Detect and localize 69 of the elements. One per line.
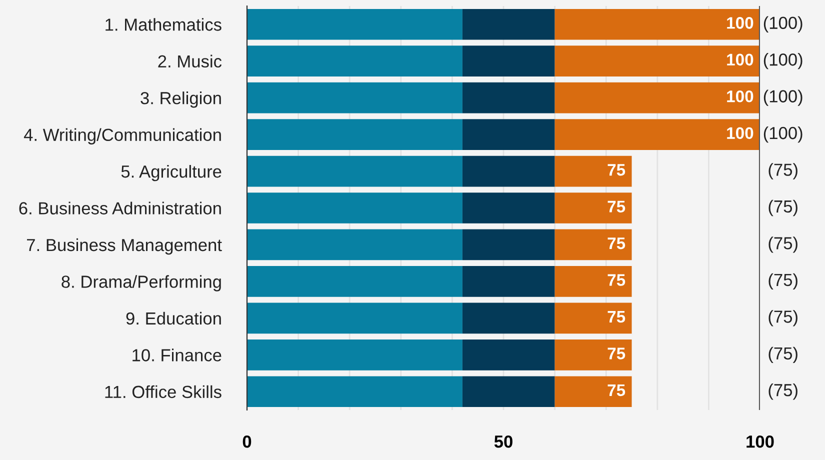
bar (247, 192, 462, 224)
text: (100) (764, 90, 802, 106)
bar (247, 156, 462, 187)
y-tick-label: 1. Mathematics (106, 18, 222, 31)
y-tick-label: 10. Finance (132, 348, 222, 362)
y-tick-label: 9. Education (126, 312, 221, 325)
y-tick-label: 8. Drama/Performing (62, 275, 221, 292)
text: (75) (768, 200, 798, 216)
bar (554, 8, 760, 40)
total-label: 75 (608, 200, 626, 212)
x-tick-label: 100 (746, 435, 774, 448)
bar (247, 82, 462, 114)
y-tick-label: 11. Office Skills (105, 385, 222, 398)
bar (462, 82, 555, 114)
total-label: 75 (608, 384, 626, 396)
bar (554, 302, 632, 334)
text: (100) (764, 126, 802, 143)
bar (462, 302, 555, 334)
bar (462, 119, 555, 150)
y-tick-label: 5. Agriculture (121, 164, 222, 182)
y-tick-label: 3. Religion (140, 92, 221, 108)
bar (247, 266, 462, 297)
x-tick-label: 50 (494, 435, 512, 448)
bar (247, 339, 462, 370)
bar (554, 376, 632, 408)
y-tick-label: 6. Business Administration (19, 202, 221, 214)
total-label: 75 (608, 311, 626, 323)
bar (247, 8, 462, 40)
bar (554, 119, 760, 150)
total-label: 75 (608, 238, 626, 250)
bar (462, 46, 555, 77)
text: (75) (768, 310, 798, 326)
total-label: 100 (727, 54, 754, 66)
total-label: 100 (727, 127, 754, 140)
text: (75) (768, 346, 798, 363)
bar (247, 46, 462, 77)
total-label: 75 (608, 274, 626, 286)
text: (100) (764, 53, 802, 70)
total-label: 100 (727, 17, 754, 29)
text: (75) (768, 384, 798, 400)
bar (554, 82, 760, 114)
total-label: 100 (727, 90, 754, 102)
bar (554, 339, 632, 370)
bar (554, 192, 632, 224)
bar (462, 339, 555, 370)
bar (554, 229, 632, 260)
bar (462, 229, 555, 260)
text: (75) (768, 273, 798, 290)
bar (462, 8, 555, 40)
text: (75) (768, 236, 798, 253)
y-tick-label: 7. Business Management (26, 238, 222, 255)
bar (554, 266, 632, 297)
y-tick-label: 2. Music (158, 54, 222, 68)
text: (75) (768, 163, 798, 180)
bar (462, 376, 555, 408)
bar (247, 229, 462, 260)
total-label: 75 (608, 164, 626, 176)
bar (462, 266, 555, 297)
total-label: 75 (608, 348, 626, 360)
y-tick-label: 4. Writing/Communication (24, 128, 221, 144)
bar (554, 46, 760, 77)
bar (554, 156, 632, 187)
bar (462, 192, 555, 224)
bar (247, 376, 462, 408)
bar (247, 302, 462, 334)
x-tick-label: 0 (242, 435, 252, 448)
bar (462, 156, 555, 187)
text: (100) (764, 16, 802, 32)
bar (247, 119, 462, 150)
